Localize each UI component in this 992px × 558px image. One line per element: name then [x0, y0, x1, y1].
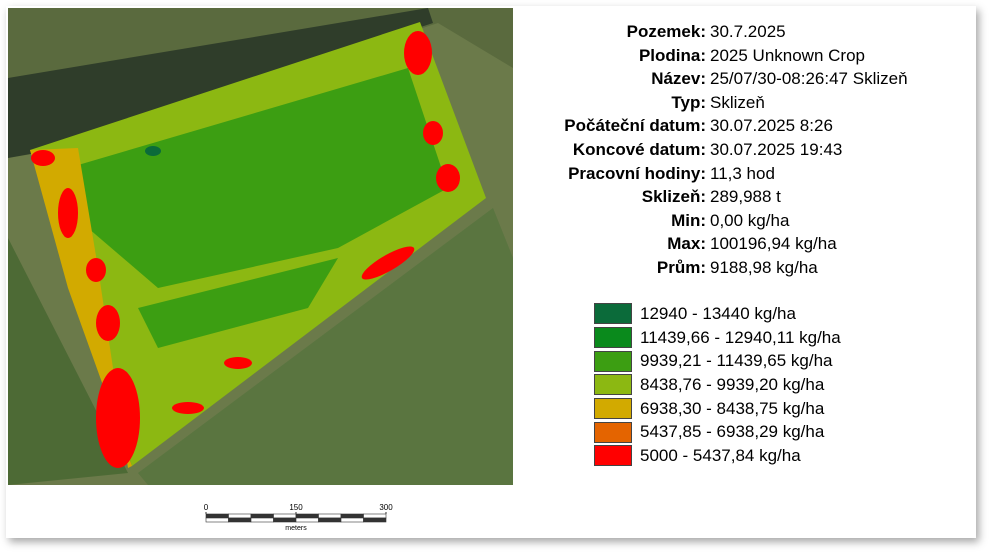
yield-zone — [58, 188, 78, 238]
info-value: 30.07.2025 8:26 — [710, 116, 833, 136]
info-row: Plodina: 2025 Unknown Crop — [506, 44, 976, 68]
legend-item: 6938,30 - 8438,75 kg/ha — [594, 397, 841, 421]
info-row: Pozemek: 30.7.2025 — [506, 20, 976, 44]
scale-segment — [273, 517, 297, 523]
legend-item: 5000 - 5437,84 kg/ha — [594, 444, 841, 468]
dark-field — [8, 8, 433, 158]
info-value: 30.7.2025 — [710, 22, 786, 41]
legend-label: 8438,76 - 9939,20 kg/ha — [640, 374, 825, 394]
legend-item: 11439,66 - 12940,11 kg/ha — [594, 326, 841, 350]
yield-zone — [68, 68, 448, 288]
yield-zone — [172, 402, 204, 414]
scale-segment — [295, 517, 319, 523]
info-row: Max: 100196,94 kg/ha — [506, 232, 976, 256]
scale-segment — [318, 513, 342, 519]
info-label: Koncové datum: — [572, 139, 706, 159]
legend-label: 11439,66 - 12940,11 kg/ha — [640, 327, 841, 347]
field-info: Pozemek: 30.7.2025 Plodina: 2025 Unknown Cr… — [506, 20, 976, 280]
info-value: 30.07.2025 19:43 — [710, 139, 843, 159]
info-value: 11,3 hod — [710, 163, 775, 183]
legend-label: 5437,85 - 6938,29 kg/ha — [640, 422, 825, 442]
field-south — [138, 208, 513, 485]
yield-zone — [138, 258, 338, 348]
yield-zone — [86, 258, 106, 282]
map — [8, 8, 513, 485]
scale-segment — [250, 513, 274, 519]
yield-zone — [436, 164, 460, 192]
legend-swatch — [594, 445, 632, 467]
info-label: Min: — [671, 210, 706, 230]
info-row: Min: 0,00 kg/ha — [506, 209, 976, 233]
scale-segment — [340, 517, 364, 523]
scale-tick-label: 0 — [204, 503, 209, 512]
legend-label: 12940 - 13440 kg/ha — [640, 303, 796, 323]
yield-zone — [404, 31, 432, 75]
scale-segment — [340, 513, 364, 519]
legend-swatch — [594, 421, 632, 443]
info-value: 0,00 kg/ha — [710, 210, 790, 230]
yield-zone — [31, 150, 55, 166]
scale-segment — [250, 517, 274, 523]
scale-bar: 0 150 300 meters — [204, 503, 393, 532]
scale-segment — [363, 517, 387, 523]
info-row: Název: 25/07/30-08:26:47 Sklizeň — [506, 67, 976, 91]
info-row: Koncové datum: 30.07.2025 19:43 — [506, 138, 976, 162]
scale-segment — [318, 517, 342, 523]
info-value: 9188,98 kg/ha — [710, 257, 818, 277]
legend-swatch — [594, 350, 632, 372]
scale-segment — [295, 513, 319, 519]
info-label: Prům: — [656, 257, 706, 277]
info-value: Sklizeň — [710, 92, 765, 112]
info-label: Název: — [651, 69, 706, 89]
legend-item: 12940 - 13440 kg/ha — [594, 302, 841, 326]
report: 0 150 300 meters Pozemek: 30.7.2025 Plodina: 2… — [6, 6, 976, 538]
scale-segment — [273, 513, 297, 519]
scale-segment — [205, 513, 229, 519]
info-value: 100196,94 kg/ha — [710, 234, 837, 254]
info-row: Počáteční datum: 30.07.2025 8:26 — [506, 114, 976, 138]
legend-item: 9939,21 - 11439,65 kg/ha — [594, 349, 841, 373]
info-label: Pozemek: — [626, 22, 706, 41]
legend-swatch — [594, 398, 632, 420]
scale-tick-label: 150 — [289, 503, 303, 512]
info-label: Pracovní hodiny: — [568, 163, 706, 183]
yield-zone — [145, 146, 161, 156]
info-label: Plodina: — [638, 45, 706, 65]
info-value: 2025 Unknown Crop — [710, 45, 865, 65]
info-value: 25/07/30-08:26:47 Sklizeň — [710, 69, 908, 89]
scale-segment — [228, 513, 252, 519]
scale-segment — [363, 513, 387, 519]
info-label: Typ: — [671, 92, 706, 112]
scale-unit: meters — [285, 525, 307, 532]
legend-swatch — [594, 327, 632, 349]
yield-zone — [96, 368, 140, 468]
yield-zone — [361, 246, 415, 280]
yield-zone — [224, 357, 252, 369]
yield-zone — [423, 121, 443, 145]
info-label: Počáteční datum: — [564, 116, 706, 136]
info-value: 289,988 t — [710, 187, 781, 207]
info-label: Max: — [667, 234, 706, 254]
scale-tick-label: 300 — [379, 503, 393, 512]
info-label: Sklizeň: — [641, 187, 706, 207]
info-row: Prům: 9188,98 kg/ha — [506, 256, 976, 280]
legend-item: 5437,85 - 6938,29 kg/ha — [594, 420, 841, 444]
legend-item: 8438,76 - 9939,20 kg/ha — [594, 373, 841, 397]
info-row: Sklizeň: 289,988 t — [506, 185, 976, 209]
scale-segment — [205, 517, 229, 523]
legend-label: 5000 - 5437,84 kg/ha — [640, 445, 801, 465]
scale-segment — [228, 517, 252, 523]
legend-swatch — [594, 374, 632, 396]
legend-swatch — [594, 303, 632, 325]
legend-label: 6938,30 - 8438,75 kg/ha — [640, 398, 825, 418]
info-row: Typ: Sklizeň — [506, 91, 976, 115]
yield-zone — [96, 305, 120, 341]
info-row: Pracovní hodiny: 11,3 hod — [506, 162, 976, 186]
legend-label: 9939,21 - 11439,65 kg/ha — [640, 351, 833, 371]
legend: 12940 - 13440 kg/ha 11439,66 - 12940,11 k… — [594, 302, 841, 468]
